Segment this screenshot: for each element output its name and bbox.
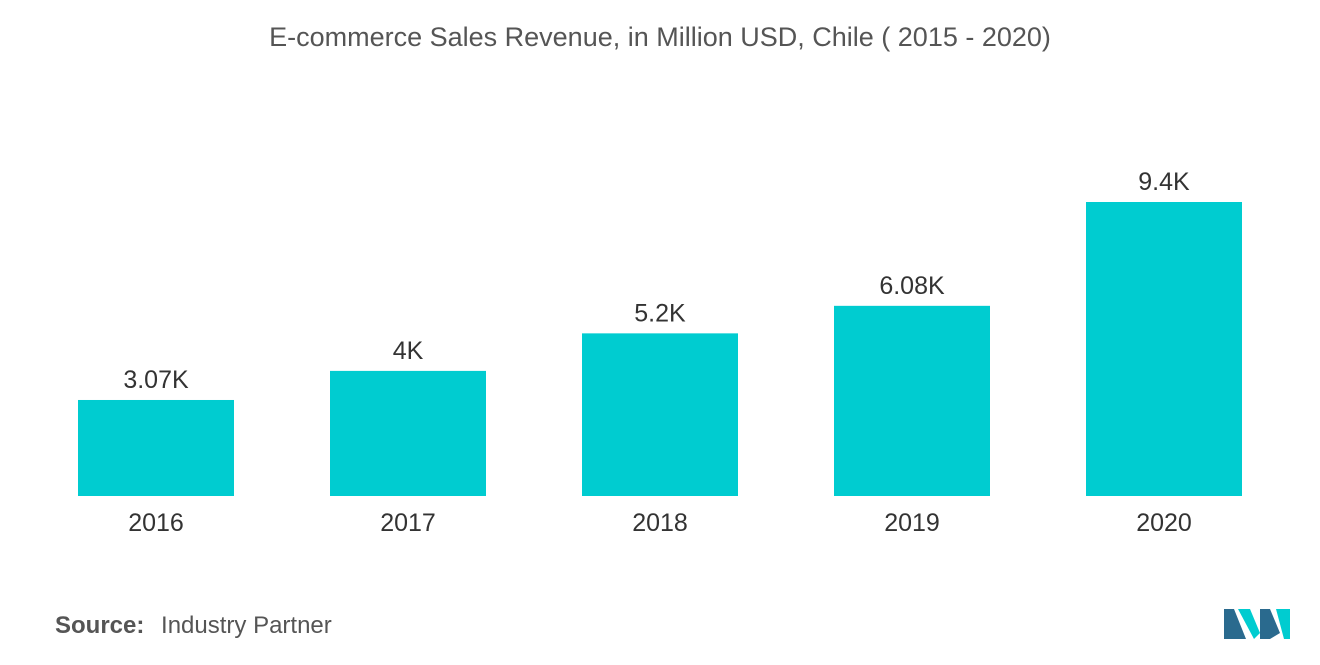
logo-middle-stroke — [1238, 609, 1260, 639]
x-tick-label-2018: 2018 — [632, 509, 688, 537]
data-labels-group: 3.07K 4K 5.2K 6.08K 9.4K — [123, 168, 1190, 394]
source-value: Industry Partner — [161, 612, 332, 639]
bar-2019 — [834, 305, 990, 496]
bar-2020 — [1086, 202, 1242, 496]
data-label-2016: 3.07K — [123, 366, 189, 394]
source-note: Source: Industry Partner — [55, 612, 332, 640]
source-label: Source: — [55, 612, 145, 639]
chart-title: E-commerce Sales Revenue, in Million USD… — [269, 22, 1051, 52]
logo-right-stroke — [1276, 609, 1290, 639]
data-label-2019: 6.08K — [879, 272, 945, 300]
x-tick-label-2019: 2019 — [884, 509, 940, 537]
data-label-2018: 5.2K — [634, 299, 686, 327]
x-tick-label-2016: 2016 — [128, 509, 184, 537]
bars-group — [78, 202, 1242, 496]
logo-left-stroke — [1224, 609, 1246, 639]
logo-right-left-stroke — [1260, 609, 1280, 639]
x-tick-label-2020: 2020 — [1136, 509, 1192, 537]
bar-2018 — [582, 333, 738, 496]
bar-2017 — [330, 370, 486, 496]
data-label-2017: 4K — [393, 337, 424, 365]
mordor-intelligence-logo-icon — [1224, 609, 1290, 639]
bar-chart: 3.07K 4K 5.2K 6.08K 9.4K 2016 2017 2018 2019 202… — [78, 168, 1242, 537]
x-tick-label-2017: 2017 — [380, 509, 436, 537]
x-axis-ticks-group: 2016 2017 2018 2019 2020 — [128, 509, 1192, 537]
bar-2016 — [78, 399, 234, 496]
data-label-2020: 9.4K — [1138, 168, 1190, 196]
